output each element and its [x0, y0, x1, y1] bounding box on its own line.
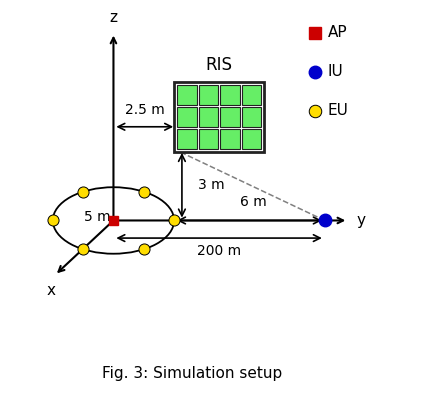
Bar — [174, 82, 264, 152]
Text: EU: EU — [328, 104, 349, 119]
Text: 200 m: 200 m — [197, 244, 241, 258]
Text: Fig. 3: Simulation setup: Fig. 3: Simulation setup — [102, 366, 282, 381]
Text: 3 m: 3 m — [198, 178, 224, 192]
Bar — [242, 85, 261, 105]
Text: IU: IU — [328, 64, 343, 79]
Bar — [177, 85, 197, 105]
Text: y: y — [356, 213, 365, 228]
Text: AP: AP — [328, 25, 347, 40]
Bar — [242, 129, 261, 149]
Bar — [198, 129, 218, 149]
Bar — [242, 107, 261, 127]
Text: 5 m: 5 m — [84, 210, 111, 223]
Bar — [220, 107, 240, 127]
Bar — [220, 129, 240, 149]
Bar — [109, 216, 118, 225]
Text: z: z — [109, 10, 117, 25]
Text: RIS: RIS — [206, 56, 232, 74]
Bar — [177, 107, 197, 127]
Text: 2.5 m: 2.5 m — [125, 103, 165, 117]
Bar — [220, 85, 240, 105]
Bar — [177, 129, 197, 149]
Bar — [198, 107, 218, 127]
Bar — [198, 85, 218, 105]
Bar — [309, 27, 321, 39]
Text: x: x — [46, 283, 55, 298]
Text: 6 m: 6 m — [240, 195, 267, 209]
